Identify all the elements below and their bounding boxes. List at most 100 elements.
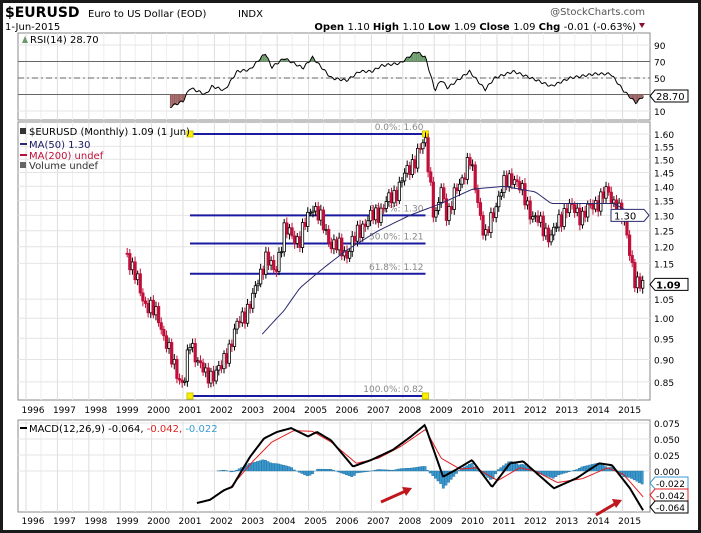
macd-histogram-bar [423,466,427,472]
year-tick-label: 2010 [461,517,484,527]
macd-histogram-bar [366,470,369,472]
price-tick-label: 1.15 [654,260,674,270]
candle-down [363,223,367,227]
candle-up [154,306,158,316]
year-tick-label: 2005 [304,406,327,416]
macd-histogram-bar [580,466,584,472]
stockcharts-watermark: @StockCharts.com [550,7,645,18]
year-tick-label: 1997 [53,517,76,527]
price-tick-label: 1.55 [654,143,674,153]
rsi-last-value: 28.70 [656,92,685,103]
macd-histogram-bar [400,468,403,472]
candle-up [355,224,360,242]
macd-histogram-bar [235,469,238,472]
candle-down [476,189,480,204]
macd-histogram-bar [355,470,359,474]
candle-up [599,191,603,212]
macd-histogram-bar [373,469,377,472]
macd-histogram-bar [263,459,267,472]
rsi-overbought-fill [423,56,426,62]
candle-up [410,159,415,175]
macd-histogram-bar [434,470,437,479]
candle-down [591,203,595,210]
candle-down [193,343,197,363]
candle-down [358,224,362,238]
year-tick-label: 2010 [461,406,484,416]
macd-histogram-bar [389,469,393,472]
candle-up [204,367,208,373]
macd-histogram-bar [290,467,293,472]
candle-down [565,208,569,214]
candle-down [486,229,490,233]
candle-up [337,237,341,251]
candle-down [505,175,509,187]
candle-up [575,207,579,213]
year-tick-label: 2009 [430,406,453,416]
macd-histogram-bar [311,470,314,475]
ma50-legend: MA(50) 1.30 [29,140,90,151]
rsi-oversold-fill [169,94,172,107]
year-tick-label: 2002 [210,517,233,527]
macd-histogram-bar [491,470,495,480]
macd-histogram-bar [253,461,257,472]
candle-up [499,192,503,197]
price-tick-label: 0.90 [654,357,674,367]
macd-histogram-bar [229,470,233,473]
candle-down [431,181,435,218]
macd-histogram-bar [454,470,458,474]
candle-up [387,192,391,202]
candle-up [188,347,192,351]
candle-up [264,251,268,275]
macd-histogram-bar [384,469,388,472]
rsi-overbought-fill [287,60,289,62]
rsi-overbought-fill [411,53,414,62]
fib-anchor-handle [186,130,194,138]
candle-up [348,250,352,259]
year-tick-label: 2008 [398,517,421,527]
candle-up [256,283,260,287]
candle-up [172,359,176,365]
candle-up [319,209,323,221]
macd-macd-last-value: -0.064 [656,504,685,514]
candle-up [593,200,598,210]
candle-down [303,222,307,227]
candle-down [536,215,540,223]
year-tick-label: 2000 [147,517,170,527]
fib-level-label: 100.0%: 0.82 [363,385,423,395]
candle-up [245,303,250,324]
candle-up [240,311,244,324]
candle-up [552,226,556,236]
macd-histogram-bar [360,470,364,473]
exchange-label: INDX [238,9,263,20]
year-tick-label: 2008 [398,406,421,416]
rsi-oversold-fill [181,94,183,102]
rsi-overbought-fill [413,52,415,62]
macd-histogram-bar [339,470,343,474]
year-tick-label: 2004 [273,517,296,527]
rsi-overbought-fill [414,51,416,62]
macd-histogram-bar [308,470,312,476]
macd-histogram-bar [331,469,335,472]
arrowhead-icon [612,499,622,508]
macd-histogram-bar [379,469,382,472]
rsi-overbought-fill [419,53,422,62]
candle-up [457,183,462,192]
rsi-overbought-fill [417,52,419,62]
candle-up [447,206,451,221]
rsi-tick-label: 10 [654,108,666,118]
price-tick-label: 0.85 [654,379,674,389]
rsi-overbought-fill [311,57,313,62]
rsi-overbought-fill [261,55,263,62]
rsi-overbought-fill [406,57,409,62]
candle-down [376,207,381,223]
candle-up [423,137,428,144]
macd-tick-label: 0.000 [654,468,680,478]
rsi-overbought-fill [415,51,418,62]
candle-down [285,222,289,235]
ohlc-open: 1.10 [347,22,372,33]
year-tick-label: 2000 [147,406,170,416]
candle-down [238,320,242,324]
year-tick-label: 2005 [304,517,327,527]
macd-hist-value-box [649,476,689,490]
macd-histogram-bar [358,470,361,473]
